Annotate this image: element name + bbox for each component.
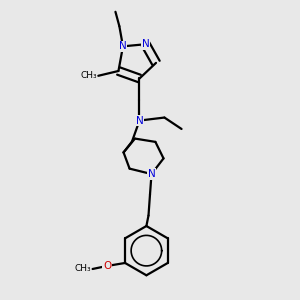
Text: N: N bbox=[136, 116, 143, 126]
Text: O: O bbox=[103, 261, 111, 271]
Text: N: N bbox=[148, 169, 155, 179]
Text: N: N bbox=[142, 39, 149, 49]
Text: CH₃: CH₃ bbox=[74, 265, 91, 274]
Text: N: N bbox=[119, 41, 127, 51]
Text: CH₃: CH₃ bbox=[80, 71, 97, 80]
